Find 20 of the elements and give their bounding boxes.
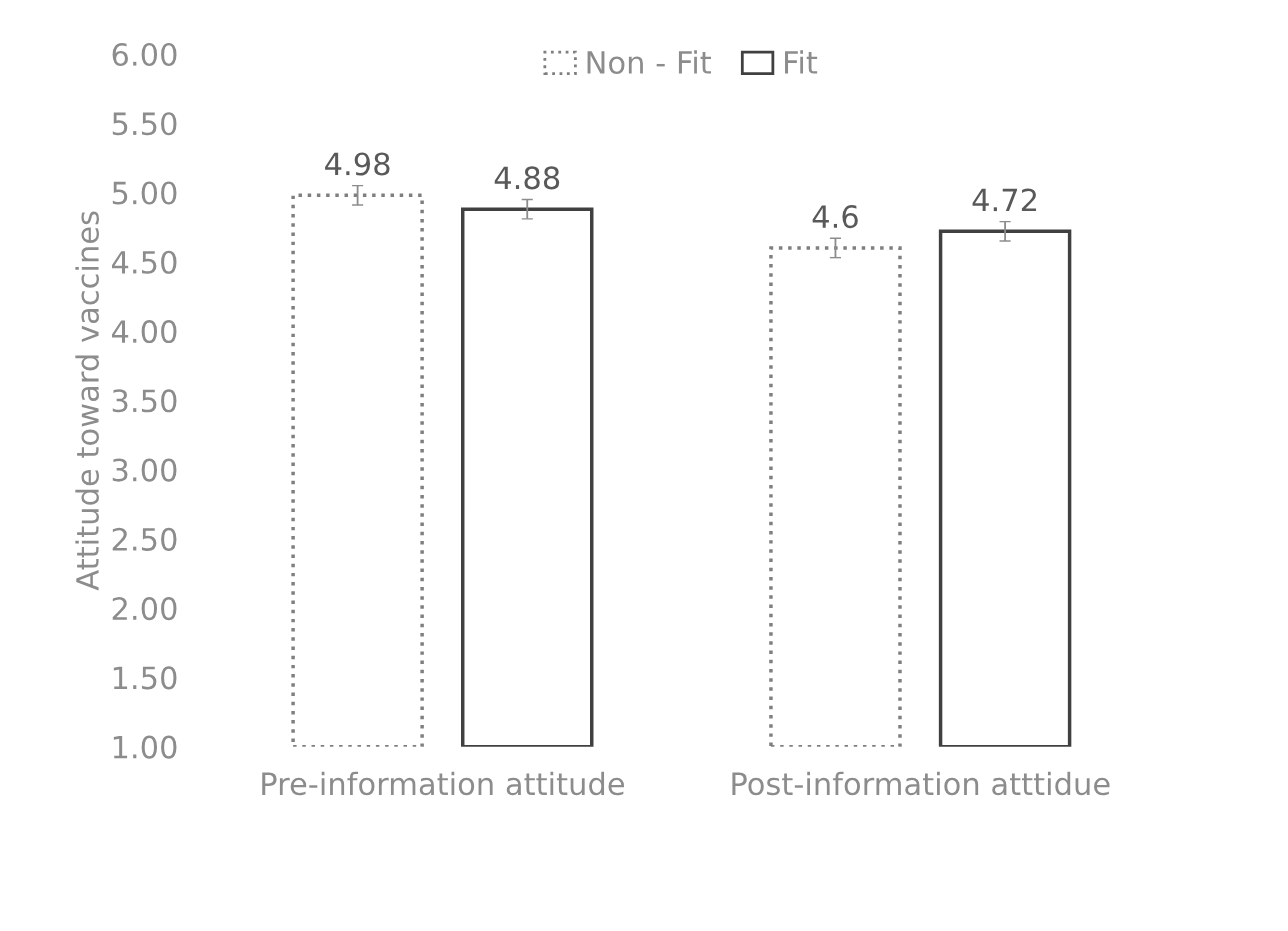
- y-tick-label: 2.00: [112, 597, 177, 621]
- x-tick-label: Pre-information attitude: [262, 771, 624, 796]
- x-tick-label: Post-information atttidue: [732, 771, 1110, 796]
- y-tick-label: 1.00: [113, 735, 177, 759]
- legend-label: Non - Fit: [587, 50, 712, 74]
- y-tick-label: 1.50: [113, 666, 177, 690]
- legend-label: Fit: [785, 50, 818, 74]
- y-tick-label: 5.50: [112, 112, 177, 136]
- y-tick-label: 4.00: [111, 319, 177, 344]
- y-tick-label: 2.50: [112, 527, 177, 551]
- y-tick-label: 6.00: [112, 42, 177, 67]
- data-label: 4.98: [325, 152, 390, 176]
- y-tick-label: 4.50: [111, 250, 177, 274]
- y-tick-label: 3.50: [112, 389, 177, 413]
- y-axis-title: Attitude toward vaccines: [75, 211, 99, 591]
- y-tick-label: 5.00: [112, 181, 177, 205]
- y-tick-label: 3.00: [112, 458, 177, 482]
- data-label: 4.72: [972, 188, 1037, 212]
- data-label: 4.6: [812, 205, 858, 229]
- data-label: 4.88: [494, 166, 560, 190]
